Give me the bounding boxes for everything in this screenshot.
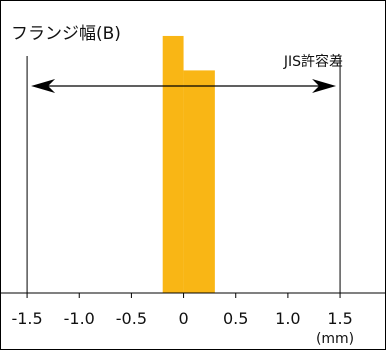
x-tick-label: 1.0 [275,309,300,328]
histogram-bar-1 [162,35,184,293]
x-tick-label: -0.5 [116,309,147,328]
x-tick-label: 1.5 [327,309,352,328]
x-tick-label: 0.5 [223,309,248,328]
tolerance-label: JIS許容差 [283,53,343,70]
bars [162,35,215,294]
x-tick-label: -1.5 [11,309,42,328]
histogram-bar-2 [183,70,215,294]
x-unit-label: (mm) [316,331,354,347]
arrow-head-right-icon [312,79,337,93]
x-tick-label: 0 [178,309,188,328]
reference-lines [26,56,341,293]
tolerance-arrow [31,79,337,93]
chart-title: フランジ幅(B) [11,24,121,44]
x-axis [1,292,386,298]
x-tick-labels: -1.5 -1.0 -0.5 0 0.5 1.0 1.5 [11,309,352,328]
x-tick-label: -1.0 [64,309,95,328]
arrow-head-left-icon [31,79,56,93]
